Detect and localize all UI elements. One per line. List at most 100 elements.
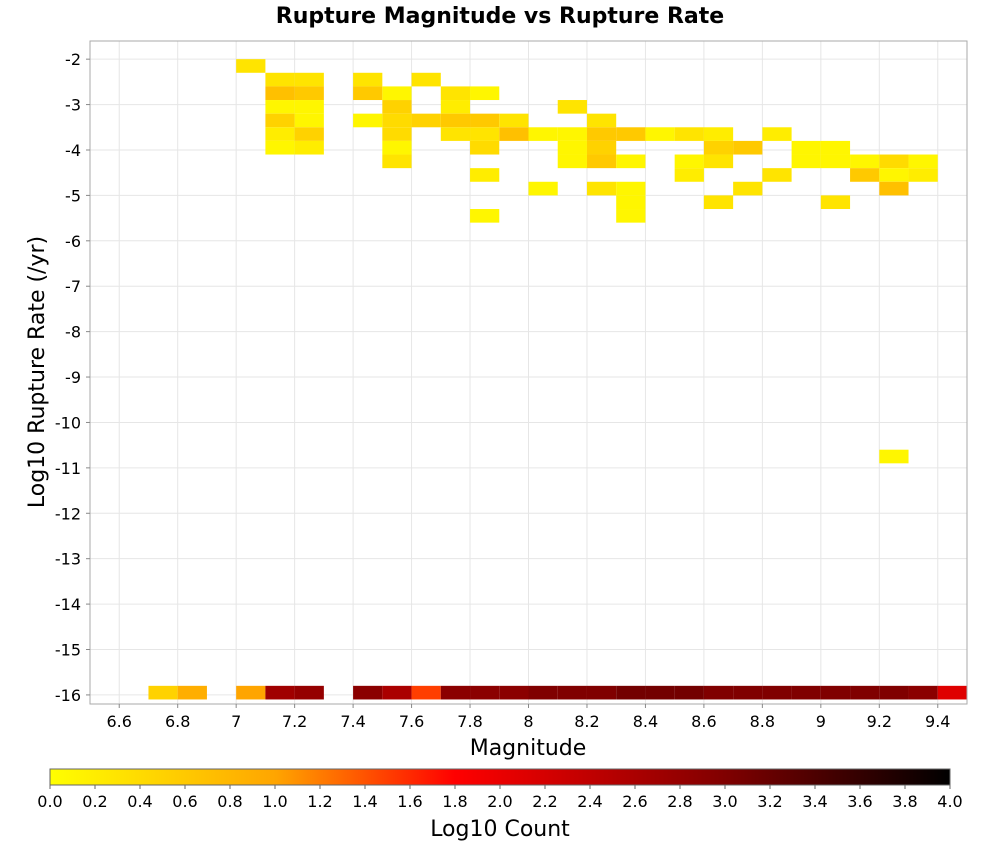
heatmap-cell [265, 140, 295, 155]
heatmap-cell [616, 181, 646, 196]
y-tick-label: -5 [65, 186, 81, 205]
heatmap-cell [499, 685, 529, 700]
colorbar-tick-label: 2.6 [622, 792, 647, 811]
x-tick-label: 7 [231, 712, 241, 731]
x-tick-label: 7.4 [340, 712, 365, 731]
heatmap-cell [733, 181, 763, 196]
heatmap-cell [557, 127, 587, 141]
colorbar-tick-label: 2.8 [667, 792, 692, 811]
colorbar-tick-label: 2.0 [487, 792, 512, 811]
heatmap-cell [236, 685, 266, 700]
heatmap-cell [353, 86, 383, 101]
heatmap-cell [937, 685, 967, 700]
heatmap-cell [557, 685, 587, 700]
heatmap-cell [294, 685, 324, 700]
heatmap-cell [294, 140, 324, 155]
heatmap-cell [440, 100, 471, 114]
x-tick-label: 8.8 [750, 712, 775, 731]
heatmap-cell [470, 113, 500, 128]
y-tick-label: -2 [65, 50, 81, 69]
heatmap-cell [382, 100, 412, 114]
heatmap-cell [353, 685, 383, 700]
heatmap-cell [586, 181, 617, 196]
heatmap-cell [265, 100, 295, 114]
heatmap-cell [382, 127, 412, 141]
x-tick-label: 8.2 [574, 712, 599, 731]
x-tick-label: 8 [523, 712, 533, 731]
heatmap-cell [762, 685, 792, 700]
heatmap-cell [616, 209, 646, 223]
heatmap-cell [645, 685, 675, 700]
colorbar [49, 768, 951, 786]
heatmap-cell [265, 86, 295, 101]
heatmap-cell [382, 154, 412, 169]
x-tick-label: 7.6 [399, 712, 424, 731]
colorbar-tick-label: 3.4 [802, 792, 827, 811]
heatmap-cell [674, 154, 704, 169]
y-tick-label: -9 [65, 368, 81, 387]
heatmap-cell [557, 154, 587, 169]
x-tick-label: 6.8 [165, 712, 190, 731]
colorbar-tick-label: 2.2 [532, 792, 557, 811]
heatmap-cell [470, 86, 500, 101]
heatmap-cell [177, 685, 207, 700]
colorbar-tick-label: 0.4 [127, 792, 152, 811]
heatmap-cell [470, 140, 500, 155]
heatmap-cell [733, 140, 763, 155]
colorbar-tick-label: 0.2 [82, 792, 107, 811]
heatmap-cell [470, 209, 500, 223]
colorbar-tick-label: 1.2 [307, 792, 332, 811]
y-tick-label: -7 [65, 277, 81, 296]
heatmap-cell [499, 113, 529, 128]
heatmap-cell [616, 195, 646, 210]
colorbar-tick-label: 3.8 [892, 792, 917, 811]
colorbar-tick-label: 0.8 [217, 792, 242, 811]
heatmap-cell [908, 168, 938, 182]
heatmap-cell [733, 685, 763, 700]
heatmap-cell [265, 72, 295, 87]
heatmap-cell [470, 127, 500, 141]
heatmap-cell [586, 127, 617, 141]
heatmap-cell [908, 154, 938, 169]
heatmap-cell [645, 127, 675, 141]
y-tick-label: -6 [65, 232, 81, 251]
chart-title: Rupture Magnitude vs Rupture Rate [276, 4, 724, 29]
heatmap-cell [528, 685, 558, 700]
heatmap-cell [791, 685, 821, 700]
heatmap-cell [499, 127, 529, 141]
y-tick-label: -14 [55, 595, 81, 614]
heatmap-cell [586, 140, 617, 155]
heatmap-cell [791, 140, 821, 155]
heatmap-cell [528, 181, 558, 196]
heatmap-cell [148, 685, 178, 700]
x-tick-label: 7.2 [282, 712, 307, 731]
heatmap-cell [791, 154, 821, 169]
x-tick-label: 8.6 [691, 712, 716, 731]
colorbar-tick-label: 4.0 [937, 792, 962, 811]
heatmap-cell [674, 685, 704, 700]
y-tick-label: -4 [65, 141, 81, 160]
y-axis-label: Log10 Rupture Rate (/yr) [25, 236, 50, 508]
heatmap-cell [703, 154, 734, 169]
x-axis-label: Magnitude [470, 736, 587, 761]
heatmap-cell [703, 127, 734, 141]
heatmap-cell [557, 100, 587, 114]
y-tick-label: -16 [55, 686, 81, 705]
heatmap-cell [703, 685, 734, 700]
y-tick-label: -10 [55, 413, 81, 432]
colorbar-tick-label: 1.6 [397, 792, 422, 811]
colorbar-tick-label: 0.0 [37, 792, 62, 811]
heatmap-cell [703, 140, 734, 155]
y-tick-label: -3 [65, 96, 81, 115]
x-tick-label: 9.2 [867, 712, 892, 731]
heatmap-cell [411, 72, 441, 87]
y-tick-label: -11 [55, 459, 81, 478]
colorbar-tick-label: 1.4 [352, 792, 377, 811]
heatmap-cell [236, 59, 266, 73]
heatmap-cell [265, 113, 295, 128]
colorbar-ticks: 0.0 0.2 0.4 0.6 0.8 1.0 1.2 1.4 1.6 1.8 2.0 2.2 2.4 2… [37, 785, 963, 811]
colorbar-tick-label: 1.8 [442, 792, 467, 811]
heatmap-cell [820, 140, 851, 155]
heatmap-cell [879, 685, 909, 700]
